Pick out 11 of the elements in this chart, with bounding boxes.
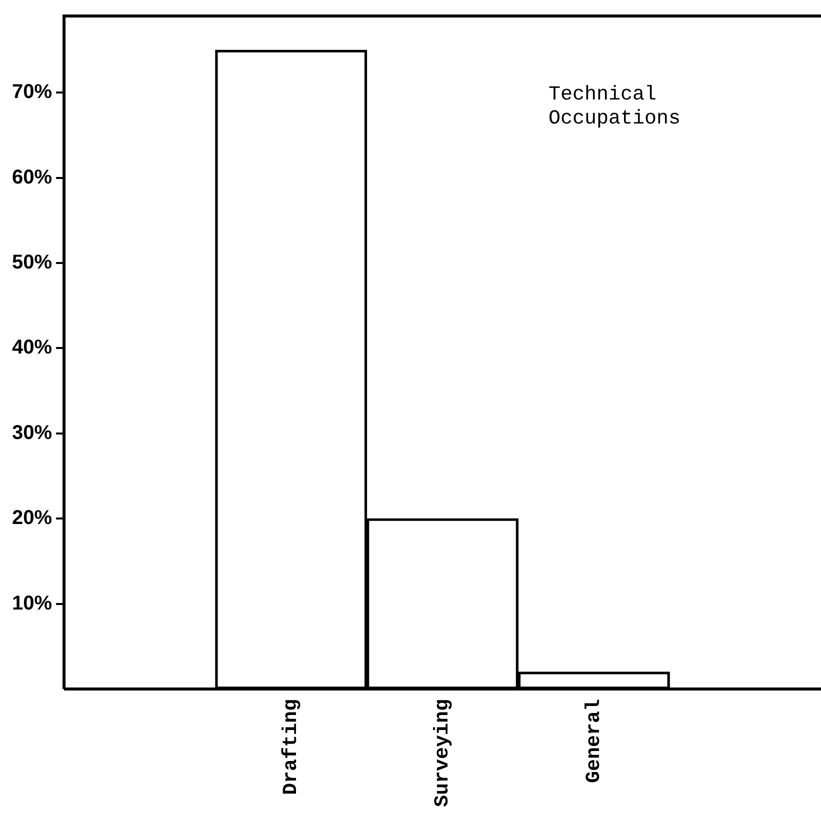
y-tick-label: 30% xyxy=(12,422,52,444)
x-tick-label: Drafting xyxy=(280,698,304,795)
y-tick-label: 10% xyxy=(12,592,52,614)
y-tick-label: 50% xyxy=(12,252,52,274)
annotation: Technical Occupations xyxy=(548,83,681,130)
x-tick-label: General xyxy=(582,698,606,783)
y-tick-label: 40% xyxy=(12,336,52,359)
y-tick-label: 20% xyxy=(12,507,52,530)
y-tick-label: 60% xyxy=(12,166,52,188)
y-tick-label: 70% xyxy=(12,81,52,104)
x-tick-label: Surveying xyxy=(432,698,455,808)
